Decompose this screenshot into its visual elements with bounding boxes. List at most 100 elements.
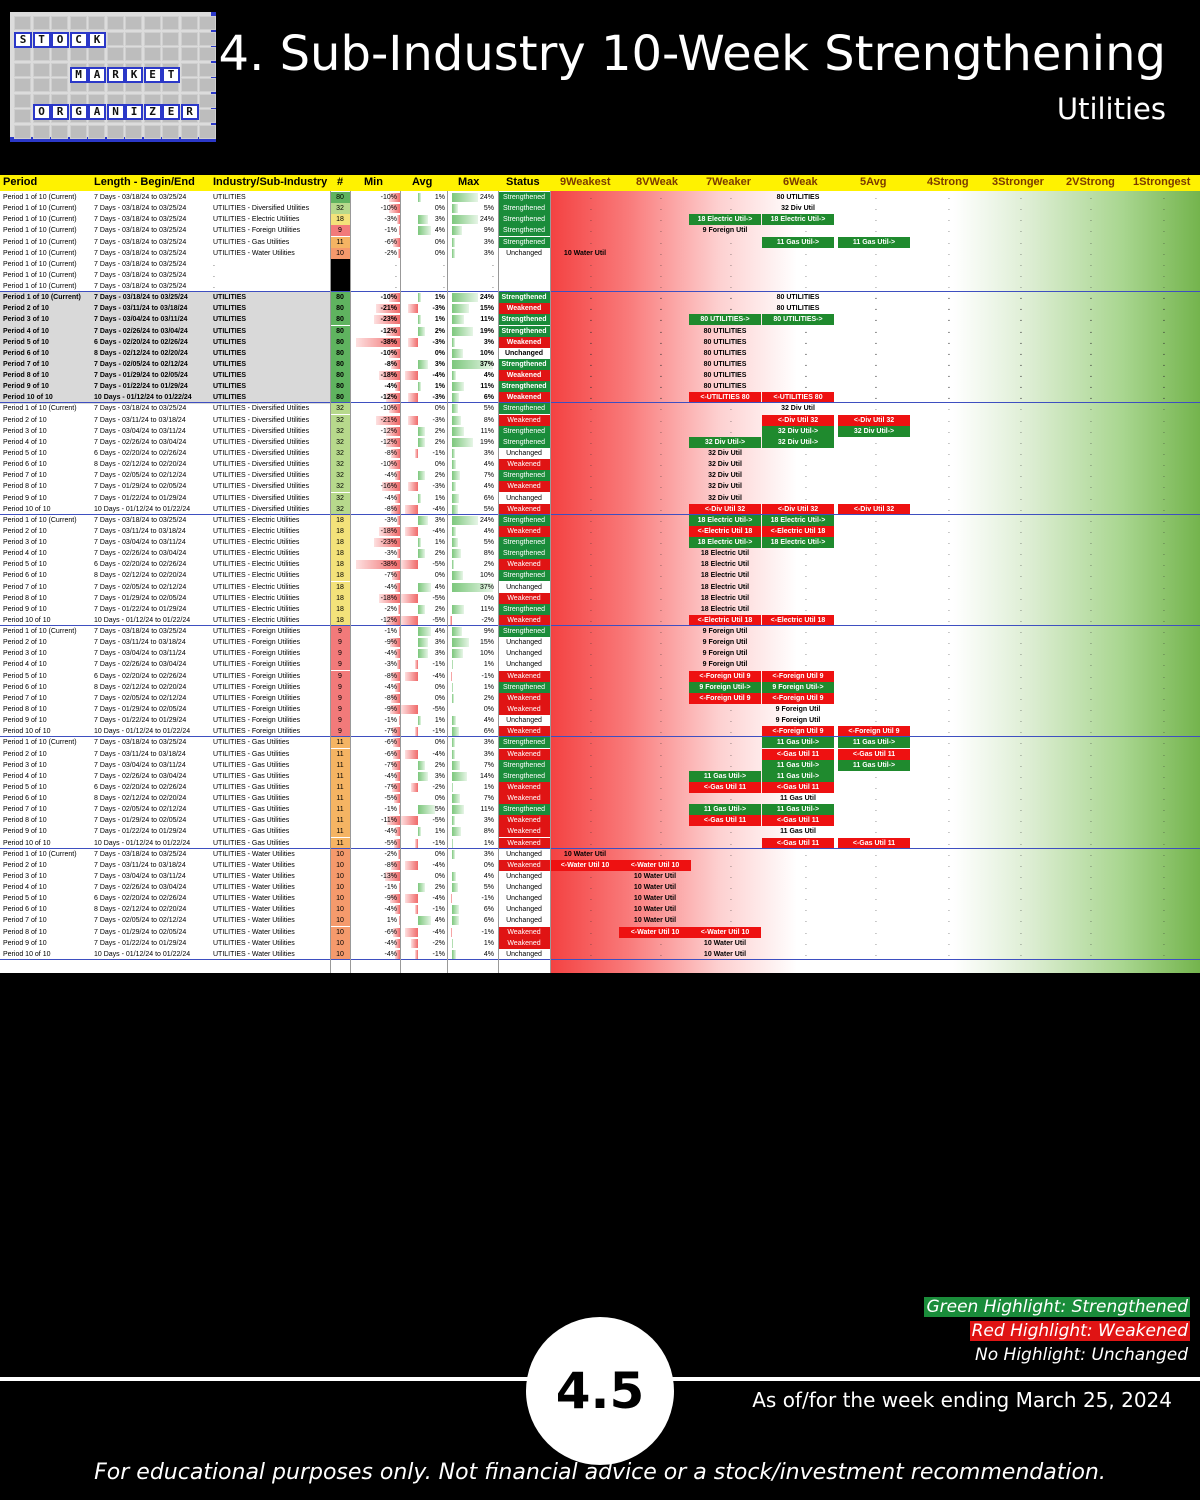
zone-label: <-Foreign Util 9 [762,726,834,738]
cell-mx: 37% [479,360,494,368]
cell-i: UTILITIES - Electric Utilities [213,516,300,524]
cell-mn: -10% [380,405,397,413]
max-bar [452,526,457,536]
empty-zone-dot: . [1090,383,1092,391]
cell-s: Weakened [498,614,550,626]
cell-l: 7 Days - 01/22/24 to 01/29/24 [94,383,188,391]
empty-zone-dot: . [1090,461,1092,469]
empty-zone-dot: . [1020,438,1022,446]
cell-av: -5% [432,594,445,602]
column-header: 1Strongest [1133,176,1191,188]
avg-bar [418,326,425,336]
logo-tile [199,78,216,92]
empty-zone-dot: . [1020,906,1022,914]
empty-zone-dot: . [1090,227,1092,235]
empty-zone-dot: . [875,650,877,658]
empty-zone-dot: . [1020,550,1022,558]
empty-zone-dot: . [805,850,807,858]
cell-s: Weakened [498,670,550,682]
cell-p: Period 10 of 10 [3,616,51,624]
empty-zone-dot: . [660,761,662,769]
empty-zone-dot: . [660,472,662,480]
cell-l: 7 Days - 03/04/24 to 03/11/24 [94,761,186,769]
cell-mx: 19% [479,438,494,446]
logo-tile [180,47,198,61]
column-header: Industry/Sub-Industry [213,176,328,188]
empty-zone-dot: . [590,950,592,958]
max-bar [452,549,461,559]
table-row: Period 1 of 10 (Current) 7 Days - 03/18/2… [0,258,1200,270]
max-bar [449,615,452,625]
empty-zone-dot: . [590,895,592,903]
cell-i: . [213,283,215,291]
table-row: Period 1 of 10 (Current) 7 Days - 03/18/2… [0,626,1200,638]
table-row: Period 7 of 10 7 Days - 02/05/24 to 02/12… [0,915,1200,927]
cell-mn: -8% [384,861,397,869]
min-bar [379,526,400,536]
cell-s: Strengthened [498,436,550,448]
section-number-badge: 4.5 [526,1317,674,1465]
zone-label: 9 Foreign Util [702,650,748,658]
empty-zone-dot: . [660,383,662,391]
table-row: Period 5 of 10 6 Days - 02/20/24 to 02/26… [0,336,1200,348]
empty-zone-dot: . [1020,205,1022,213]
cell-l: 10 Days - 01/12/24 to 01/22/24 [94,728,191,736]
empty-zone-dot: . [875,795,877,803]
max-bar [452,771,468,781]
cell-av: . [443,260,445,268]
empty-zone-dot: . [1090,772,1092,780]
avg-bar [414,660,418,670]
min-bar [390,504,400,514]
cell-s: Unchanged [506,650,542,658]
cell-l: 7 Days - 03/18/24 to 03/25/24 [94,516,187,524]
cell-i: UTILITIES [213,394,247,402]
cell-p: Period 1 of 10 (Current) [3,850,77,858]
empty-zone-dot: . [948,872,950,880]
empty-zone-dot: . [1020,917,1022,925]
cell-mx: 11% [480,806,495,814]
empty-zone-dot: . [1163,438,1165,446]
column-header: Status [506,176,540,188]
empty-zone-dot: . [590,316,592,324]
empty-zone-dot: . [948,527,950,535]
cell-i: . [213,260,215,268]
cell-i: UTILITIES - Electric Utilities [213,539,300,547]
empty-zone-dot: . [1090,884,1092,892]
cell-mx: 7% [483,761,494,769]
cell-l: 7 Days - 03/04/24 to 03/11/24 [94,427,186,435]
avg-bar [418,883,425,893]
cell-i: UTILITIES - Gas Utilities [213,783,290,791]
empty-zone-dot: . [590,717,592,725]
max-bar [452,782,454,792]
min-bar [390,671,400,681]
cell-i: UTILITIES - Water Utilities [213,249,295,257]
cell-p: Period 1 of 10 (Current) [3,739,77,747]
cell-l: 8 Days - 02/12/24 to 02/20/24 [94,461,187,469]
cell-mn: -4% [384,650,397,658]
empty-zone-dot: . [1020,527,1022,535]
cell-i: UTILITIES [213,194,246,201]
cell-p: Period 10 of 10 [3,505,51,513]
zone-label: 11 Gas Util-> [762,804,834,816]
cell-mn: -7% [384,572,397,580]
min-bar [395,582,400,592]
cell-mx: 3% [483,750,494,758]
empty-zone-dot: . [875,383,877,391]
cell-p: Period 1 of 10 (Current) [3,294,81,302]
empty-zone-dot: . [660,438,662,446]
empty-zone-dot: . [805,449,807,457]
cell-n: 10 [330,904,350,916]
cell-av: 2% [434,884,445,892]
cell-av: -1% [432,839,445,847]
logo-tile [14,109,31,123]
group-separator [0,958,1200,960]
cell-s: Weakened [498,370,550,382]
table-row: Period 4 of 10 7 Days - 02/26/24 to 03/04… [0,659,1200,671]
empty-zone-dot: . [948,283,950,291]
zone-label: 10 Water Util [703,939,747,947]
cell-l: 7 Days - 02/05/24 to 02/12/24 [94,806,187,814]
cell-i: UTILITIES - Gas Utilities [213,739,290,747]
empty-zone-dot: . [875,516,877,524]
empty-zone-dot: . [1090,338,1092,346]
column-header: Min [364,176,383,188]
